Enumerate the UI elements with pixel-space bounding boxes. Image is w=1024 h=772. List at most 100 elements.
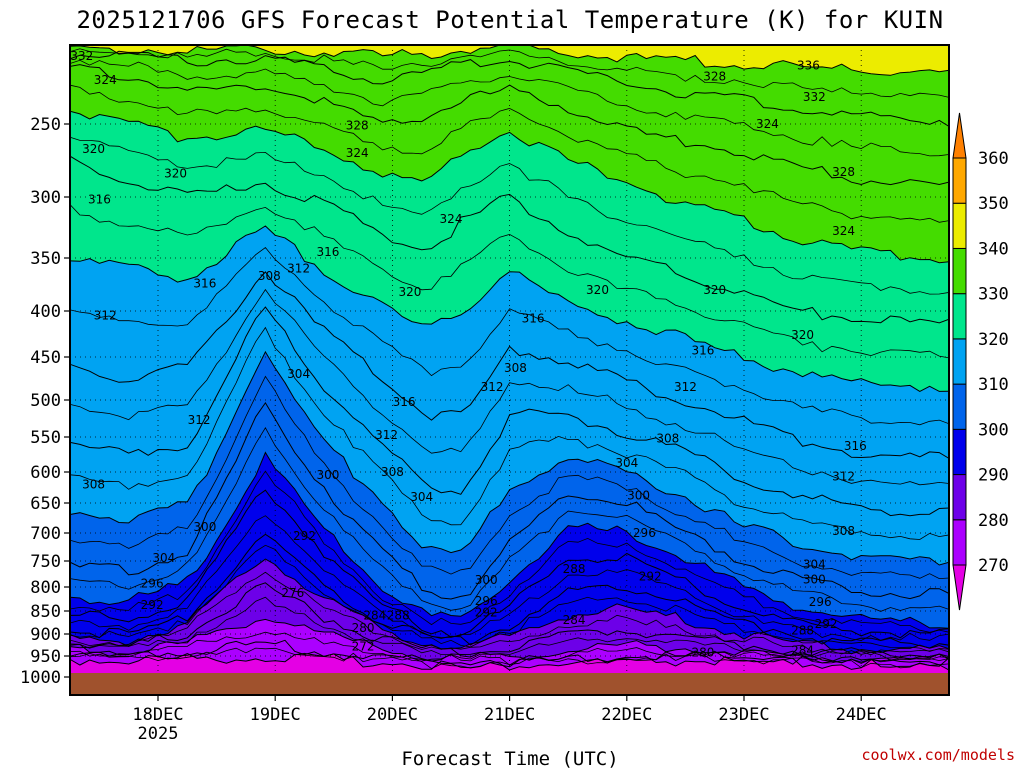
colorbar-label: 270: [978, 556, 1009, 576]
contour-label: 304: [615, 456, 638, 470]
contour-label: 316: [88, 192, 111, 206]
contour-label: 308: [258, 269, 281, 283]
contour-label: 284: [563, 613, 586, 627]
contour-label: 288: [387, 609, 410, 623]
isentrope-line: [70, 544, 949, 652]
y-tick-label: 500: [30, 391, 61, 411]
colorbar-swatch: [952, 338, 967, 385]
contour-label: 292: [293, 529, 316, 543]
isentrope-line: [70, 271, 949, 459]
contour-label: 308: [832, 524, 855, 538]
contour-label: 276: [281, 586, 304, 600]
y-tick-label: 600: [30, 463, 61, 483]
y-tick-label: 700: [30, 524, 61, 544]
colorbar-swatch: [952, 383, 967, 430]
contour-label: 308: [381, 465, 404, 479]
colorbar-swatch: [952, 247, 967, 295]
contour-label: 292: [639, 570, 662, 584]
contour-label: 324: [440, 212, 463, 226]
y-tick-label: 650: [30, 494, 61, 514]
contour-label: 320: [703, 283, 726, 297]
contour-label: 320: [791, 328, 814, 342]
colorbar-label: 300: [978, 420, 1009, 440]
isentrope-line: [70, 288, 949, 486]
contour-label: 280: [692, 645, 715, 659]
isentrope-line: [70, 326, 949, 540]
x-tick-label: 22DEC: [601, 705, 652, 725]
contour-label: 320: [586, 283, 609, 297]
contour-label: 328: [703, 70, 726, 84]
contour-label: 312: [188, 413, 211, 427]
y-tick-label: 350: [30, 249, 61, 269]
x-axis-label: Forecast Time (UTC): [401, 748, 618, 768]
isentrope-line: [70, 401, 949, 600]
contour-label: 336: [797, 59, 820, 73]
contour-label: 324: [832, 224, 855, 238]
x-tick-label: 21DEC: [484, 705, 535, 725]
contour-label: 304: [152, 551, 175, 565]
contour-label: 316: [844, 439, 867, 453]
isentrope-line: [70, 110, 949, 264]
contour-labels: 3323243203163123083203163123003042962923…: [70, 49, 866, 659]
x-tick-label: 24DEC: [836, 705, 887, 725]
contour-label: 324: [756, 117, 779, 131]
contour-label: 320: [399, 285, 422, 299]
contour-label: 308: [504, 361, 527, 375]
contour-label: 312: [287, 262, 310, 276]
contour-label: 304: [803, 558, 826, 572]
colorbar-label: 280: [978, 511, 1009, 531]
isentrope-line: [70, 596, 949, 661]
contour-label: 312: [375, 428, 398, 442]
contour-label: 292: [141, 598, 164, 612]
contour-label: 320: [164, 167, 187, 181]
ground-surface: [70, 673, 949, 695]
contour-label: 312: [832, 469, 855, 483]
contour-label: 308: [656, 431, 679, 445]
y-tick-label: 800: [30, 578, 61, 598]
colorbar: 270 280 290 300 310 320 330 340 350 360: [952, 112, 1009, 611]
isentrope-line: [70, 515, 949, 641]
contour-label: 272: [352, 639, 375, 653]
chart-title: 2025121706 GFS Forecast Potential Temper…: [76, 6, 943, 34]
contour-label: 328: [346, 118, 369, 132]
colorbar-swatch: [952, 519, 967, 566]
x-tick-sublabel: 2025: [138, 724, 179, 744]
contour-label: 300: [193, 520, 216, 534]
contour-label: 328: [832, 165, 855, 179]
contour-label: 316: [522, 311, 545, 325]
x-tick-label: 18DEC: [132, 705, 183, 725]
contour-label: 316: [393, 395, 416, 409]
colorbar-label: 340: [978, 239, 1009, 259]
contour-label: 292: [815, 617, 838, 631]
y-tick-label: 400: [30, 302, 61, 322]
colorbar-swatch: [952, 474, 967, 521]
contour-label: 332: [803, 90, 826, 104]
isentrope-line: [70, 426, 949, 612]
contour-label: 324: [94, 73, 117, 87]
y-tick-label: 250: [30, 115, 61, 135]
colorbar-swatch: [952, 157, 967, 204]
contour-label: 300: [316, 468, 339, 482]
colorbar-swatch: [952, 293, 967, 340]
contour-label: 304: [287, 367, 310, 381]
colorbar-swatch: [952, 428, 967, 476]
colorbar-label: 310: [978, 375, 1009, 395]
contour-label: 296: [475, 594, 498, 608]
colorbar-label: 320: [978, 330, 1009, 350]
contour-label: 284: [363, 609, 386, 623]
contour-label: 332: [70, 49, 93, 63]
colorbar-extend-low: [952, 564, 967, 611]
y-tick-label: 1000: [20, 668, 61, 688]
y-tick-label: 300: [30, 188, 61, 208]
contour-label: 284: [791, 643, 814, 657]
contour-label: 288: [563, 562, 586, 576]
plot-area: 3323243203163123083203163123003042962923…: [70, 45, 949, 695]
isentrope-line: [70, 204, 949, 359]
contour-label: 296: [633, 526, 656, 540]
isentrope-line: [70, 571, 949, 656]
contour-label: 316: [316, 245, 339, 259]
y-tick-label: 850: [30, 602, 61, 622]
